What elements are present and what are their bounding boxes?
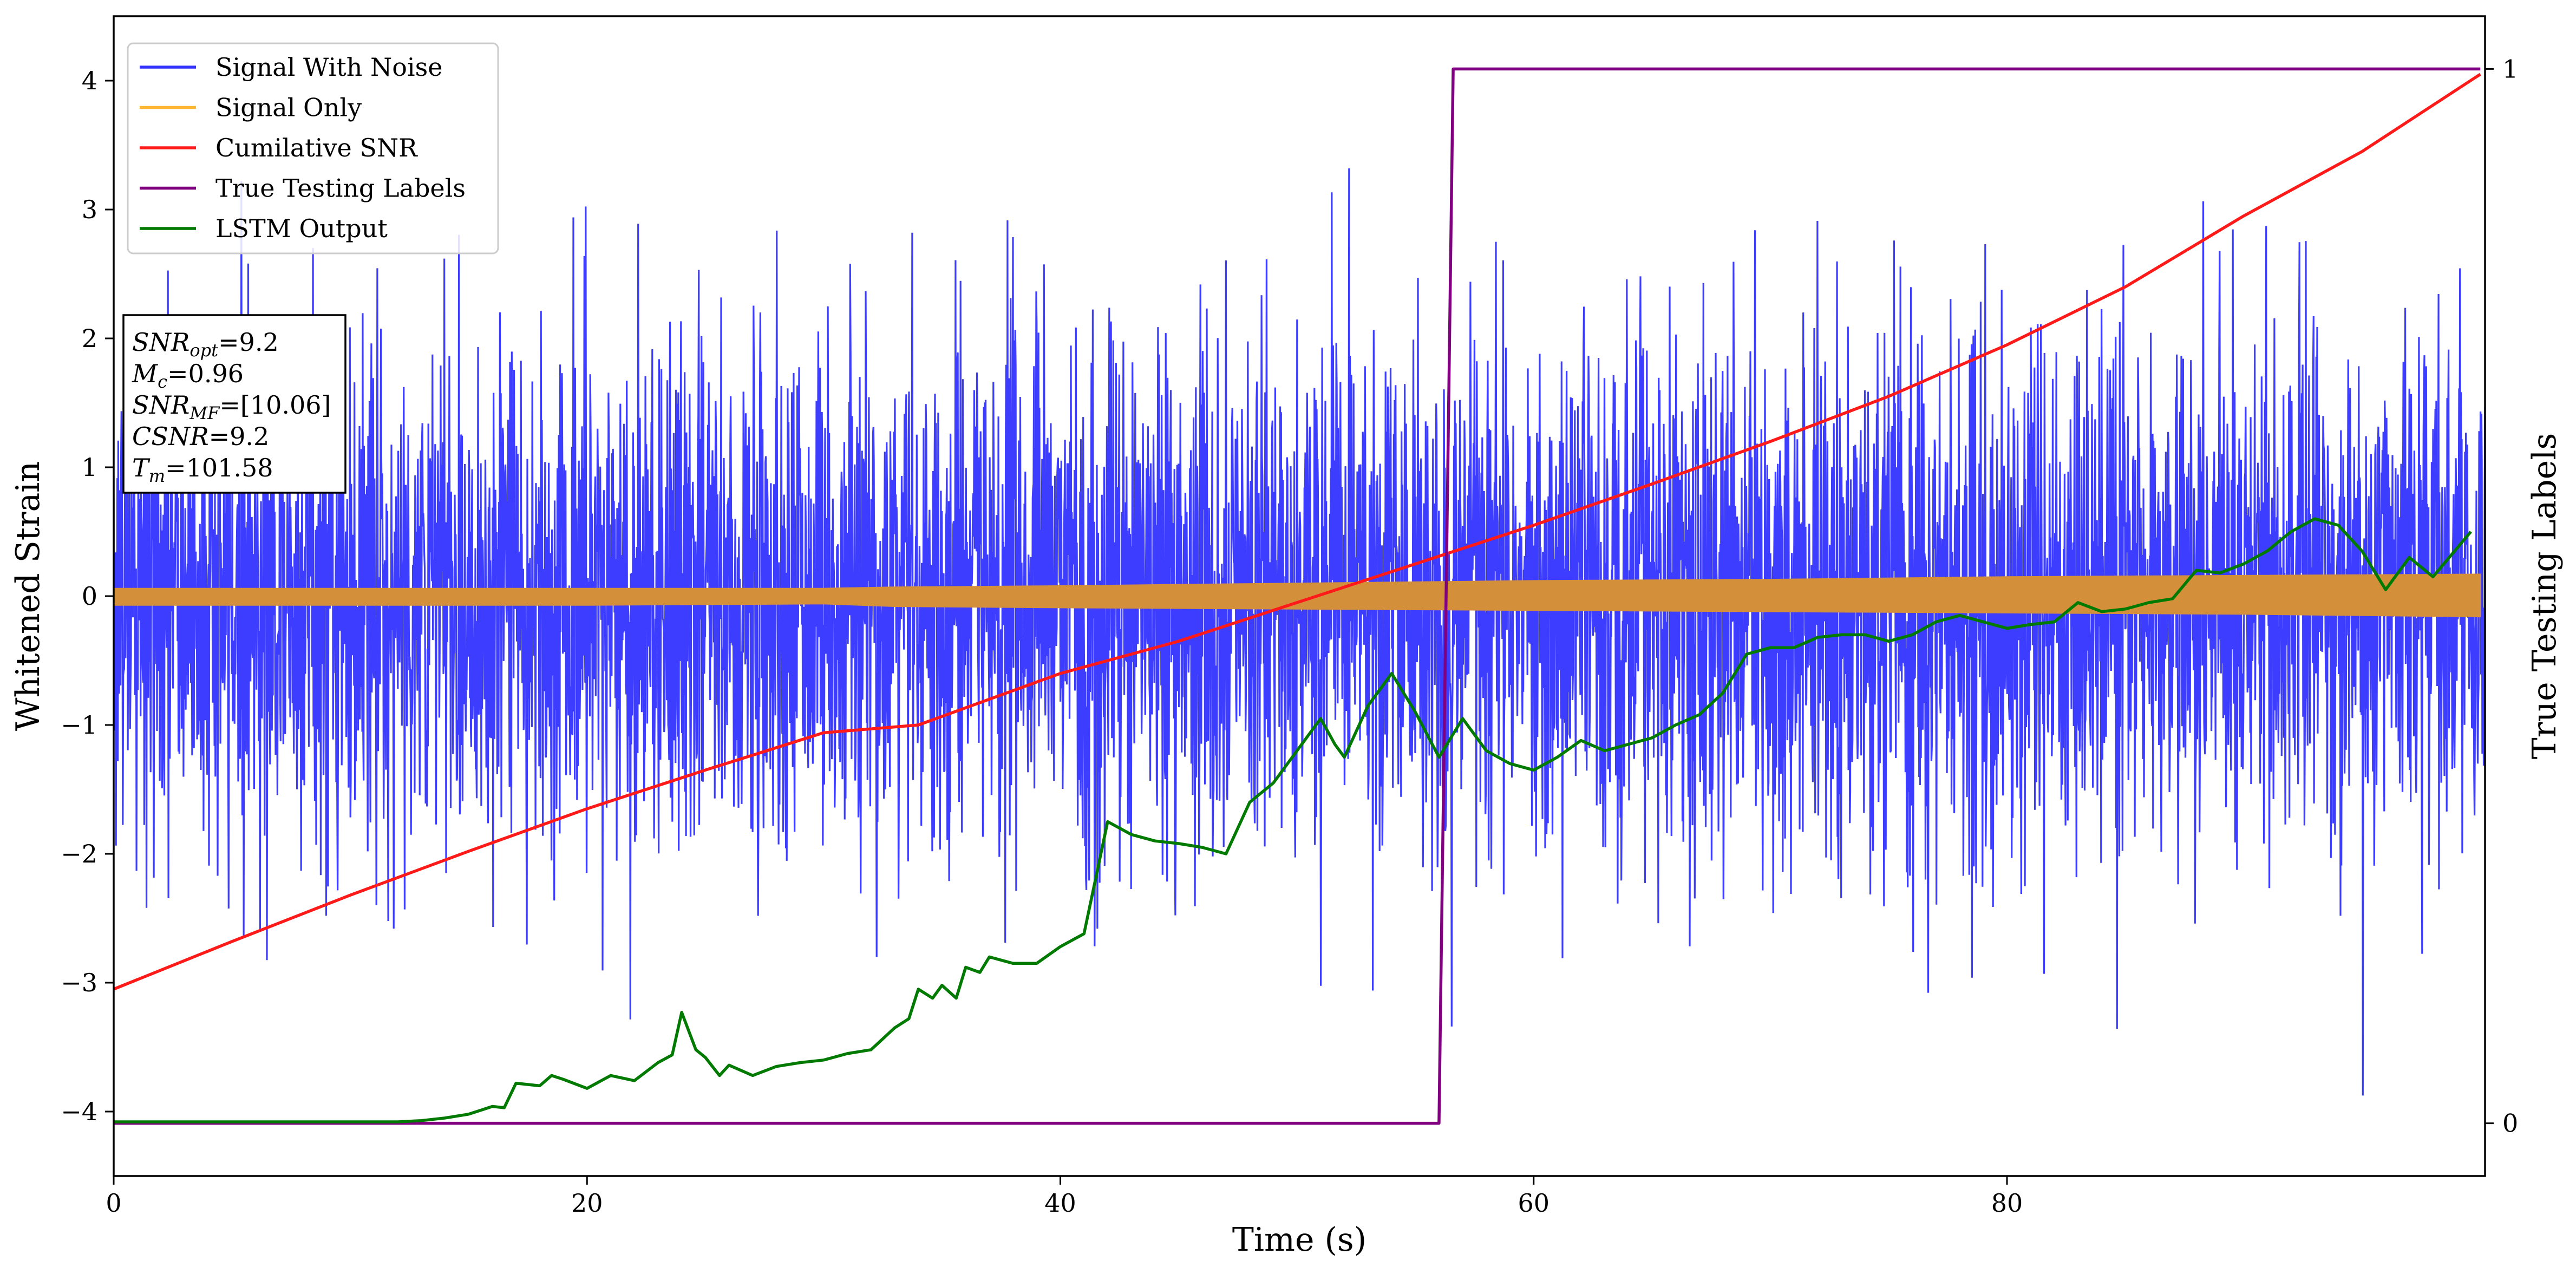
y-tick-label: −3 (61, 968, 97, 997)
series-lstm-output (114, 517, 2472, 1123)
x-tick-label: 0 (106, 1188, 121, 1218)
series-signal-with-noise (114, 168, 2485, 1096)
legend-label-signal-with-noise: Signal With Noise (215, 53, 442, 82)
y2-tick-label: 0 (2502, 1109, 2518, 1138)
legend-label-lstm-output: LSTM Output (215, 214, 388, 243)
legend-label-cumilative-snr: Cumilative SNR (215, 133, 418, 162)
info-line: Tm=101.58 (132, 453, 273, 486)
legend-label-signal-only: Signal Only (215, 93, 362, 122)
y-tick-label: −4 (61, 1097, 97, 1126)
y2-tick-label: 1 (2502, 54, 2518, 83)
x-tick-label: 40 (1044, 1188, 1076, 1218)
info-line: CSNR=9.2 (132, 422, 269, 451)
y-tick-label: 3 (82, 195, 97, 224)
y-axis-label: Whitened Strain (9, 461, 47, 731)
y2-axis-label: True Testing Labels (2526, 433, 2564, 760)
x-axis-label: Time (s) (1232, 1221, 1367, 1259)
info-box-frame (122, 314, 346, 494)
x-tick-label: 20 (571, 1188, 603, 1218)
legend-box (127, 42, 499, 254)
info-line: SNRopt=9.2 (132, 328, 279, 361)
y-tick-label: 2 (82, 324, 97, 353)
x-tick-label: 60 (1518, 1188, 1549, 1218)
parameter-info-box: SNRopt=9.2Mc=0.96SNRMF=[10.06]CSNR=9.2Tm… (122, 314, 346, 494)
series-true-testing-labels (114, 67, 2481, 1125)
series-signal-only (114, 573, 2481, 618)
y-tick-label: 0 (82, 582, 97, 611)
y-tick-label: 4 (82, 66, 97, 95)
info-line: SNRMF=[10.06] (132, 390, 331, 423)
x-tick-label: 80 (1991, 1188, 2023, 1218)
info-line: Mc=0.96 (132, 359, 244, 392)
y-tick-label: 1 (82, 453, 97, 482)
legend-label-true-testing-labels: True Testing Labels (215, 174, 466, 203)
legend: Signal With Noise Signal Only Cumilative S… (127, 42, 499, 254)
y-tick-label: −1 (61, 710, 97, 740)
plot-area (114, 67, 2485, 1125)
y-tick-label: −2 (61, 839, 97, 868)
series-cumilative-snr (114, 73, 2481, 991)
